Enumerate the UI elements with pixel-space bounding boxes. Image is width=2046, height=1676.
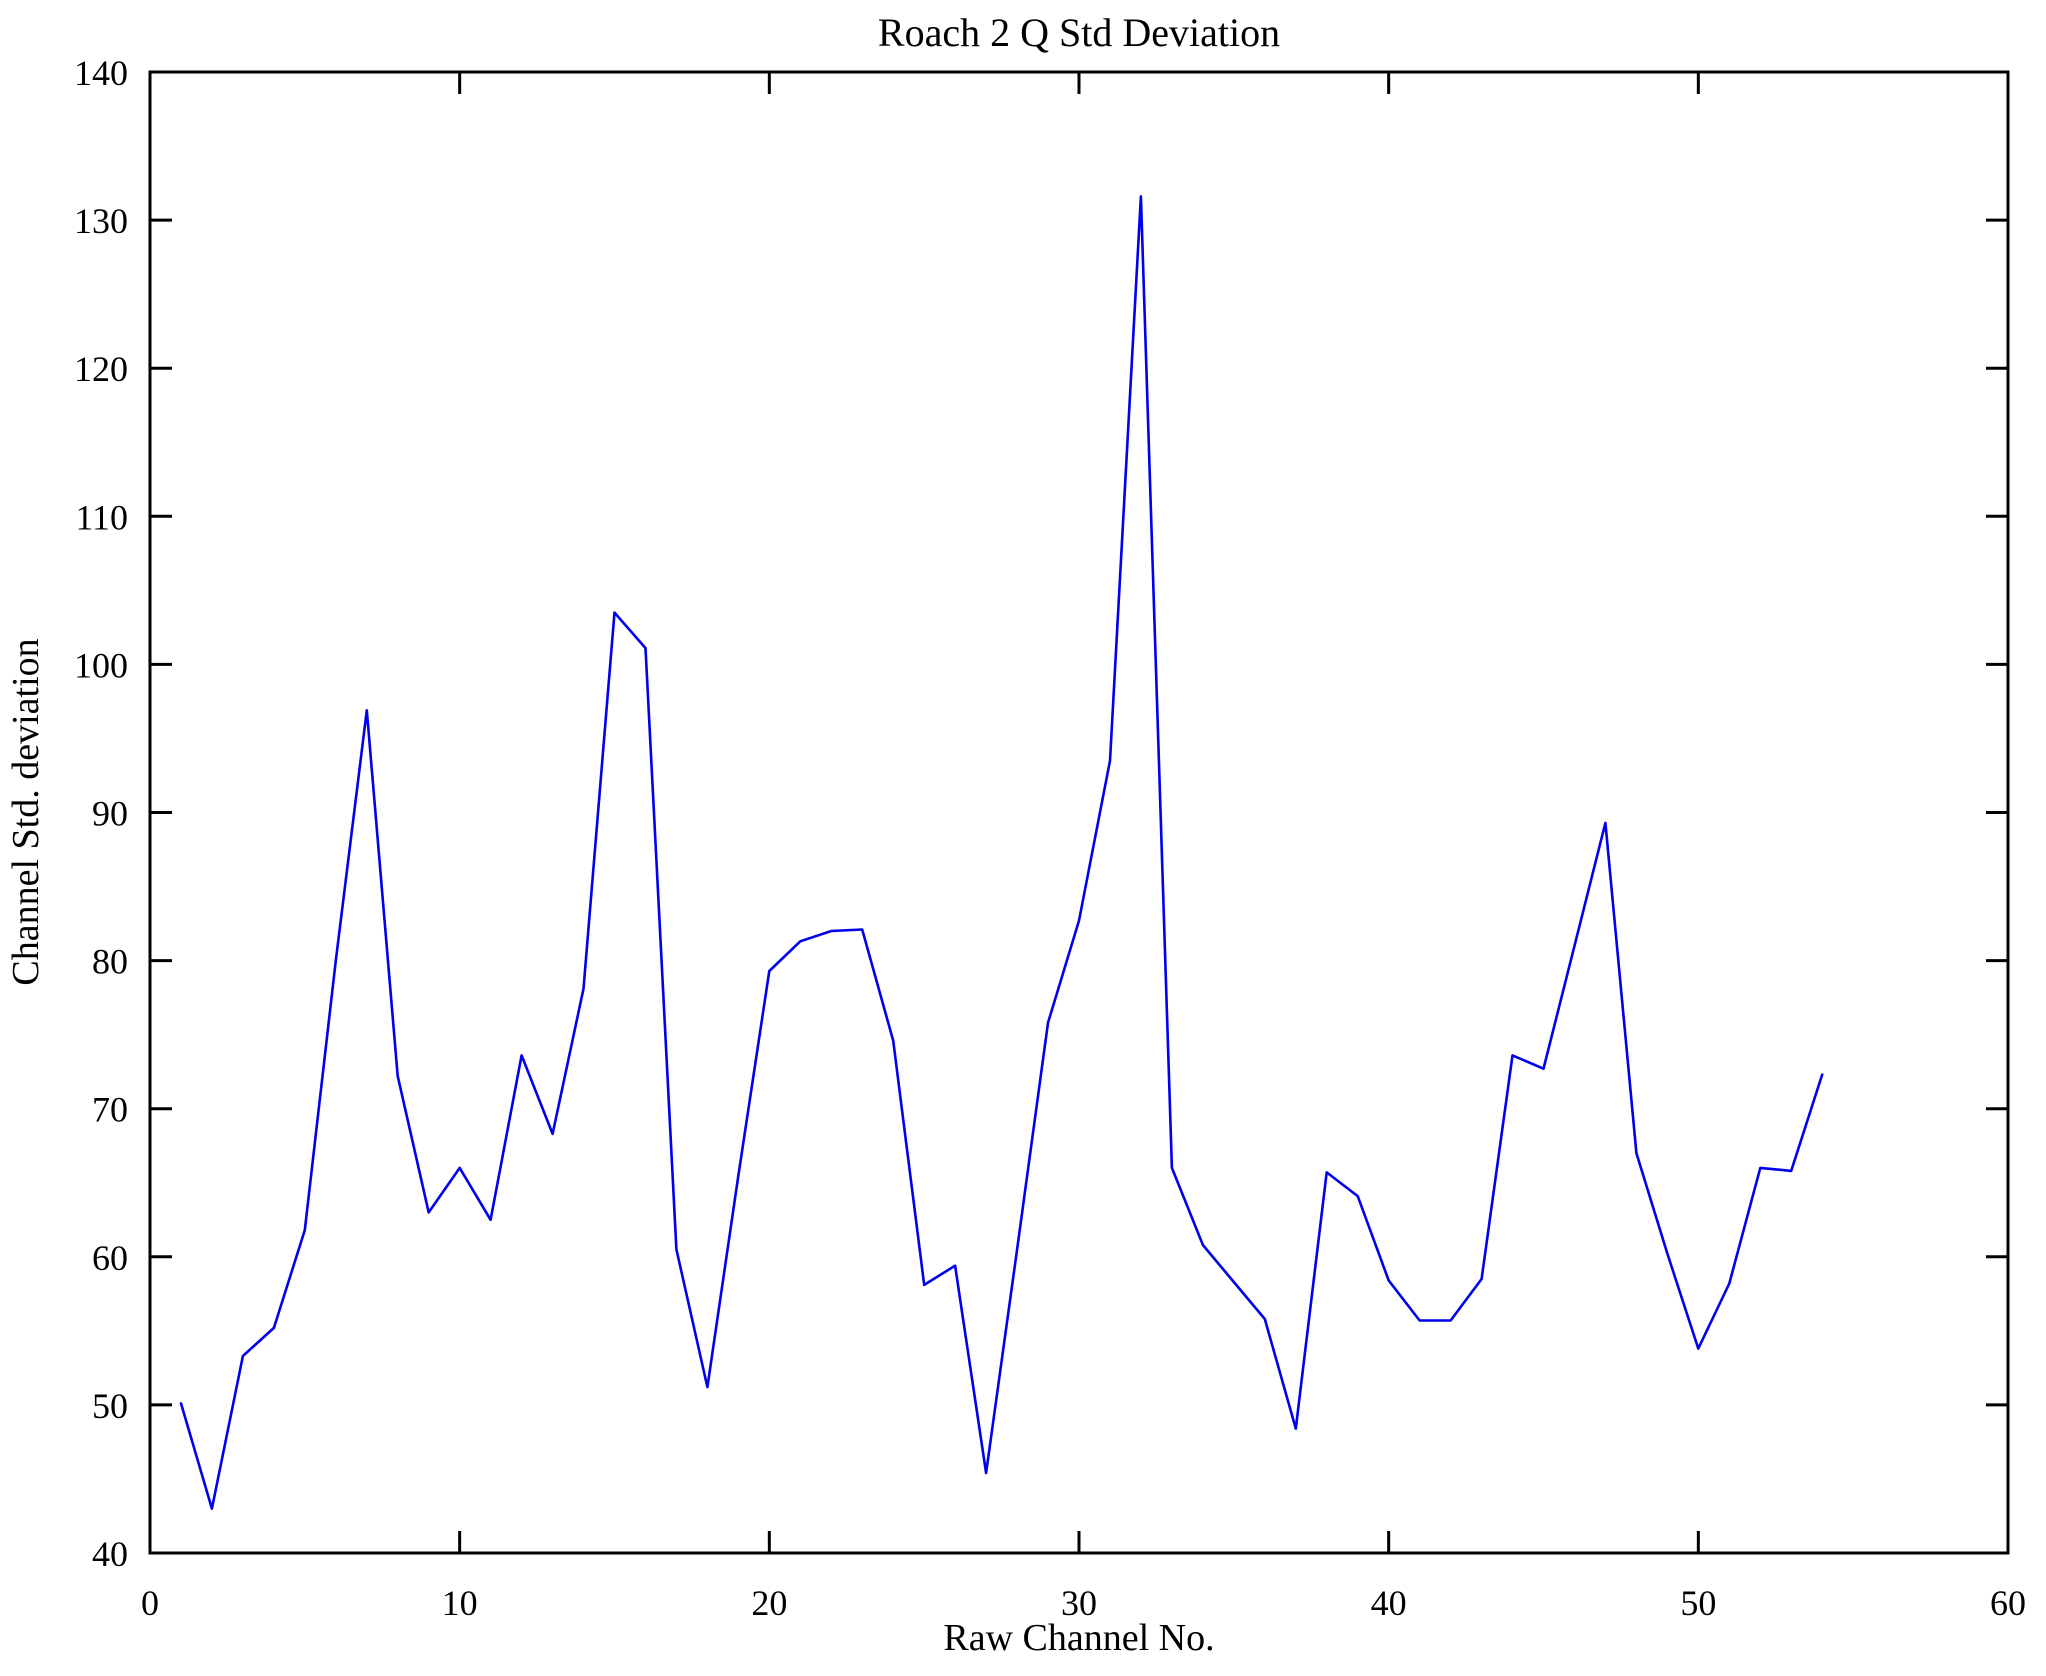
x-tick-label: 40 xyxy=(1371,1583,1407,1623)
y-tick-label: 120 xyxy=(74,349,128,389)
y-tick-label: 90 xyxy=(92,794,128,834)
y-tick-label: 140 xyxy=(74,53,128,93)
y-tick-label: 70 xyxy=(92,1090,128,1130)
y-tick-label: 50 xyxy=(92,1386,128,1426)
y-axis-label: Channel Std. deviation xyxy=(5,638,47,985)
plot-area: 0 10 20 30 40 50 60 40 50 60 70 80 90 100 110 120 130 140 xyxy=(74,53,2026,1623)
data-series-line xyxy=(179,195,1824,1510)
y-tick-label: 40 xyxy=(92,1534,128,1574)
y-tick-label: 130 xyxy=(74,201,128,241)
x-tick-label: 60 xyxy=(1990,1583,2026,1623)
x-axis-label: Raw Channel No. xyxy=(943,1617,1214,1659)
x-tick-label: 30 xyxy=(1061,1583,1097,1623)
y-tick-label: 110 xyxy=(75,497,128,537)
y-tick-label: 60 xyxy=(92,1238,128,1278)
x-tick-label: 0 xyxy=(141,1583,159,1623)
y-tick-label: 100 xyxy=(74,645,128,685)
y-tick-label: 80 xyxy=(92,942,128,982)
x-tick-label: 20 xyxy=(751,1583,787,1623)
x-tick-label: 10 xyxy=(442,1583,478,1623)
axis-box xyxy=(148,70,2010,1555)
x-tick-label: 50 xyxy=(1680,1583,1716,1623)
chart-title: Roach 2 Q Std Deviation xyxy=(878,10,1280,55)
